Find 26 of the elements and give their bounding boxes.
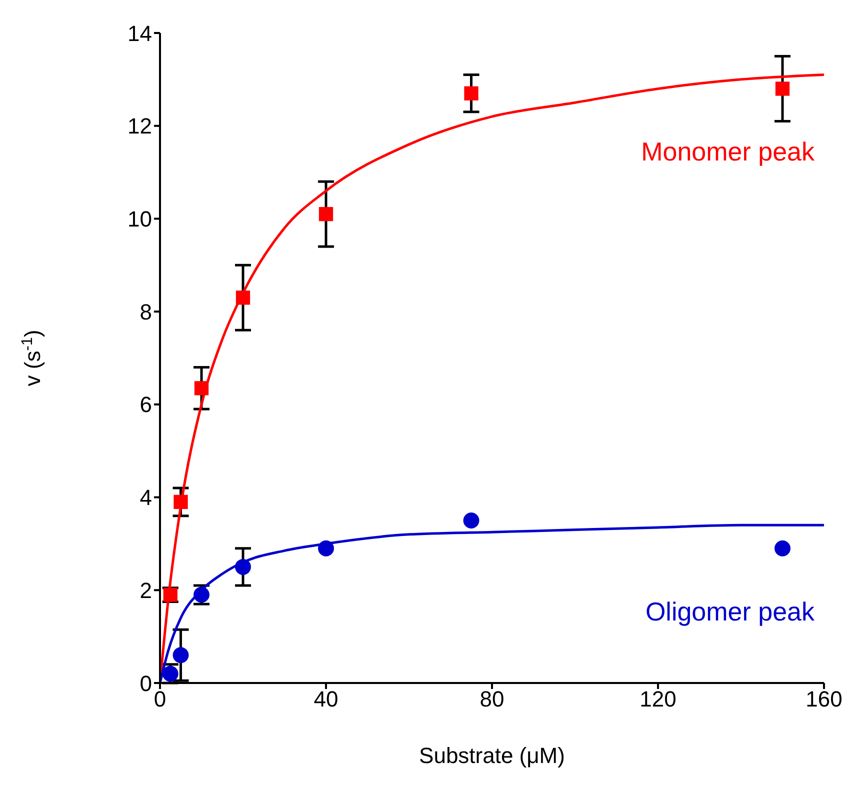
- x-tick-label: 40: [314, 686, 338, 712]
- point: [775, 82, 790, 96]
- x-axis-title: Substrate (μM): [419, 743, 565, 768]
- series-label: Monomer peak: [641, 136, 816, 167]
- point: [318, 207, 334, 222]
- point: [236, 290, 250, 305]
- point: [464, 86, 478, 100]
- point: [174, 494, 188, 509]
- point: [463, 512, 480, 528]
- point: [318, 540, 334, 556]
- y-tick-label: 6: [140, 392, 152, 418]
- point: [172, 647, 189, 664]
- point: [194, 381, 209, 396]
- x-tick-label: 120: [640, 686, 676, 712]
- y-tick-label: 0: [140, 670, 152, 696]
- y-tick-label: 8: [140, 299, 152, 324]
- y-tick-label: 4: [140, 485, 152, 510]
- y-tick-label: 12: [128, 114, 152, 139]
- y-tick-label: 2: [140, 578, 152, 603]
- y-tick-label: 14: [128, 20, 152, 46]
- x-tick-label: 160: [806, 686, 842, 712]
- point: [235, 558, 251, 575]
- y-tick-label: 10: [128, 206, 152, 232]
- series-label: Oligomer peak: [645, 596, 816, 626]
- point: [774, 540, 790, 556]
- x-tick-label: 80: [480, 686, 504, 712]
